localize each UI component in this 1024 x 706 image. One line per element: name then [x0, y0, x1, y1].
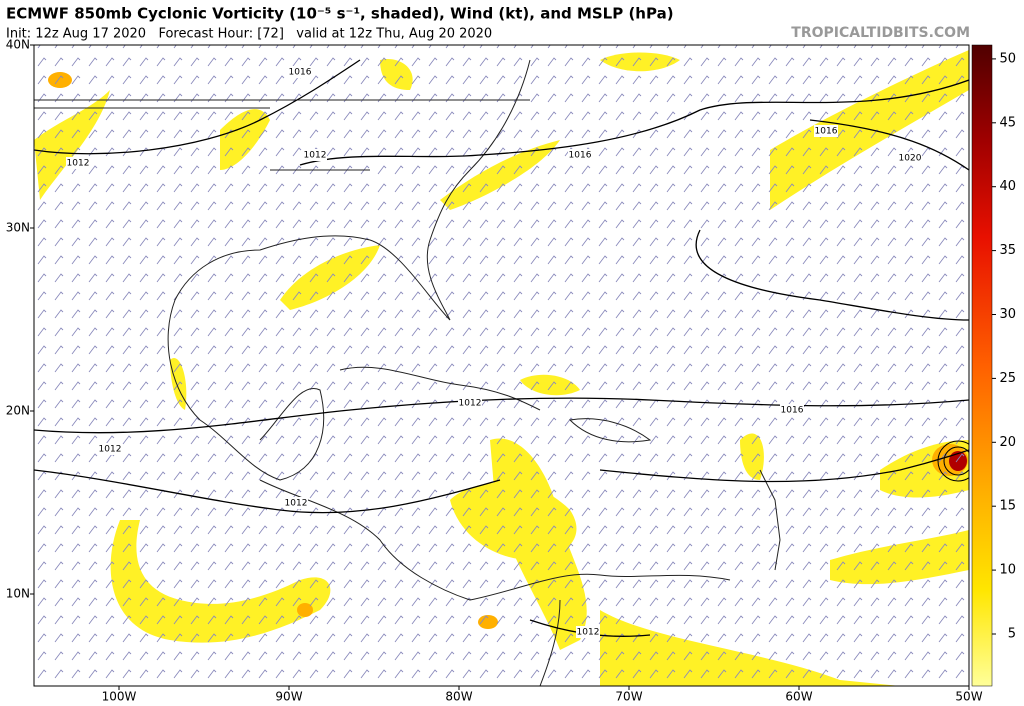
isobar-label-bg — [98, 443, 122, 455]
watermark: TROPICALTIDBITS.COM — [791, 25, 970, 41]
isobar-label: 1020 — [899, 154, 922, 164]
colorbar-label: 15 — [999, 499, 1016, 514]
colorbar-label: 40 — [999, 179, 1016, 194]
isobar-label-bg — [568, 149, 592, 161]
isobar-label-bg — [898, 152, 922, 164]
colorbar-label: 25 — [999, 371, 1016, 386]
colorbar-label: 20 — [999, 435, 1016, 450]
wind-barbs — [34, 45, 969, 686]
isobar-label: 1016 — [569, 151, 592, 161]
map-frame — [33, 44, 970, 687]
colorbar-label: 35 — [999, 243, 1016, 258]
subtitle: Init: 12z Aug 17 2020 Forecast Hour: [72… — [6, 27, 492, 42]
isobar-label: 1016 — [815, 127, 838, 137]
isobar-label-bg — [814, 125, 838, 137]
lon-label: 100W — [102, 690, 137, 704]
lat-label: 30N — [6, 221, 30, 235]
isobar-label-bg — [780, 404, 804, 416]
storm-contours — [937, 440, 969, 482]
lat-label: 20N — [6, 404, 30, 418]
isobar-label: 1012 — [99, 445, 122, 455]
isobar-label-bg — [458, 397, 482, 409]
lon-label: 80W — [445, 690, 472, 704]
colorbar — [971, 44, 993, 687]
isobar-label-bg — [303, 149, 327, 161]
lon-label: 60W — [785, 690, 812, 704]
isobar-label-bg — [576, 626, 600, 638]
lon-label: 50W — [955, 690, 982, 704]
isobar-label: 1012 — [577, 628, 600, 638]
isobar-label: 1012 — [459, 399, 482, 409]
isobar-label: 1012 — [304, 151, 327, 161]
colorbar-label: 45 — [999, 115, 1016, 130]
lat-label: 40N — [6, 38, 30, 52]
coastlines — [34, 59, 781, 686]
colorbar-label: 10 — [999, 563, 1016, 578]
isobar-label: 1016 — [289, 68, 312, 78]
isobar-labels: 1016 1012 1012 1016 1016 1020 1012 1016 1012 1012… — [66, 66, 922, 638]
isobar-label: 1012 — [67, 159, 90, 169]
title: ECMWF 850mb Cyclonic Vorticity (10⁻⁵ s⁻¹… — [6, 5, 674, 23]
map-area: 1016 1012 1012 1016 1016 1020 1012 1016 1012 1012… — [34, 45, 969, 686]
colorbar-label: 5 — [1008, 627, 1016, 642]
isobars — [34, 59, 969, 637]
colorbar-label: 50 — [999, 51, 1016, 66]
isobar-label: 1012 — [285, 499, 308, 509]
axis-labels: 40N 30N 20N 10N 100W 90W 80W 70W 60W 50W 5 10 15 20 25… — [6, 38, 1016, 704]
lon-label: 70W — [615, 690, 642, 704]
isobar-label-bg — [288, 66, 312, 78]
isobar-label-bg — [66, 157, 90, 169]
isobar-label-bg — [284, 497, 308, 509]
lon-label: 90W — [275, 690, 302, 704]
lat-label: 10N — [6, 587, 30, 601]
colorbar-label: 30 — [999, 307, 1016, 322]
isobar-label: 1016 — [781, 406, 804, 416]
